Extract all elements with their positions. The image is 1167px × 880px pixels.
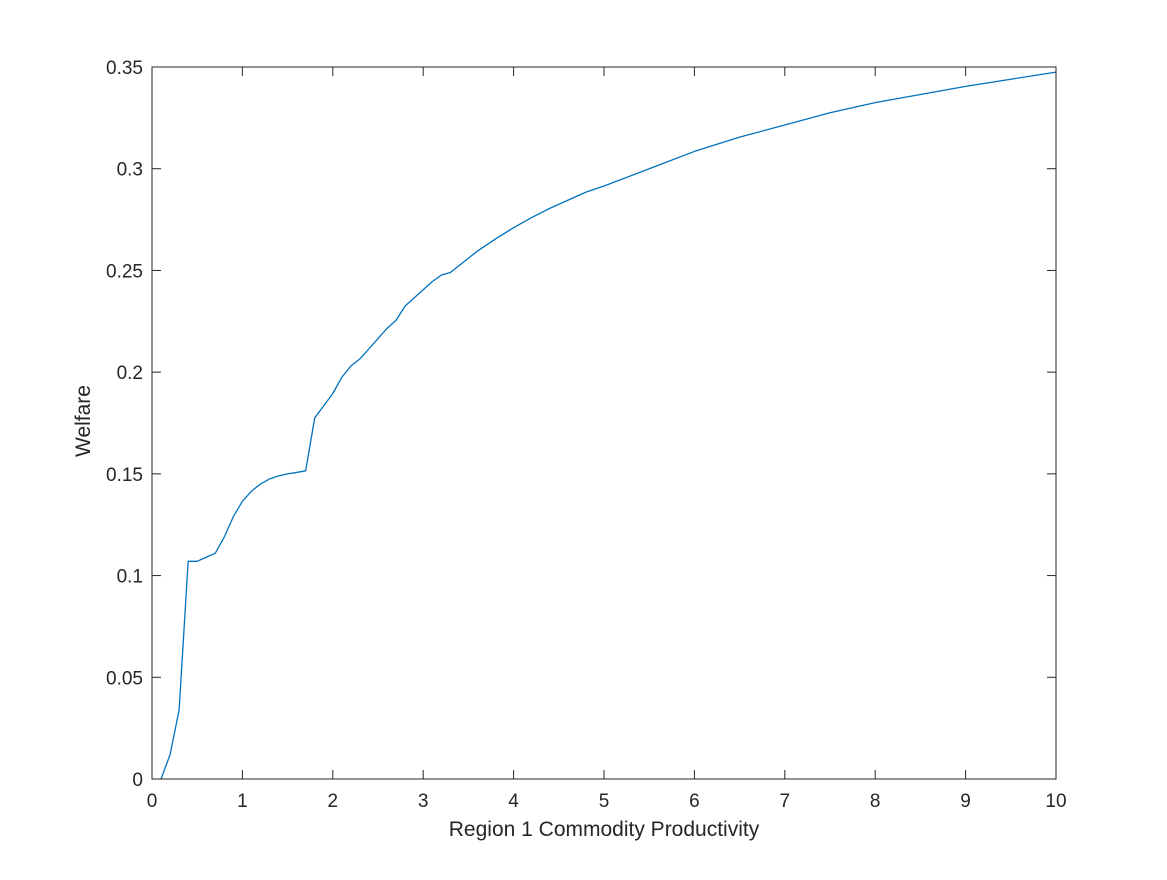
y-tick-label: 0.25 [106, 261, 143, 282]
x-tick-label: 2 [328, 791, 339, 812]
y-tick-label: 0.15 [106, 465, 143, 486]
y-tick-label: 0 [132, 770, 143, 791]
y-tick-label: 0.3 [117, 160, 143, 181]
x-tick-label: 0 [147, 791, 158, 812]
x-tick-label: 1 [237, 791, 248, 812]
y-axis-label: Welfare [72, 385, 95, 457]
x-tick-label: 10 [1045, 791, 1066, 812]
welfare-series-line [160, 71, 1057, 780]
y-tick-label: 0.05 [106, 668, 143, 689]
y-tick-label: 0.35 [106, 58, 143, 79]
y-tick-label: 0.1 [117, 567, 143, 588]
x-tick-label: 6 [689, 791, 700, 812]
x-tick-label: 5 [599, 791, 610, 812]
x-tick-label: 3 [418, 791, 429, 812]
x-tick-label: 8 [870, 791, 881, 812]
x-tick-label: 4 [508, 791, 519, 812]
x-axis-label: Region 1 Commodity Productivity [449, 818, 760, 841]
x-tick-label: 9 [960, 791, 971, 812]
y-tick-label: 0.2 [117, 363, 143, 384]
series-layer [160, 71, 1057, 780]
ticks-layer: 0 1 2 3 4 5 6 7 8 9 10 0 0.05 0.1 0.15 0.2 0.25 0.3 0.35 [106, 58, 1067, 812]
plot-frame [151, 66, 1057, 780]
x-tick-label: 7 [780, 791, 791, 812]
